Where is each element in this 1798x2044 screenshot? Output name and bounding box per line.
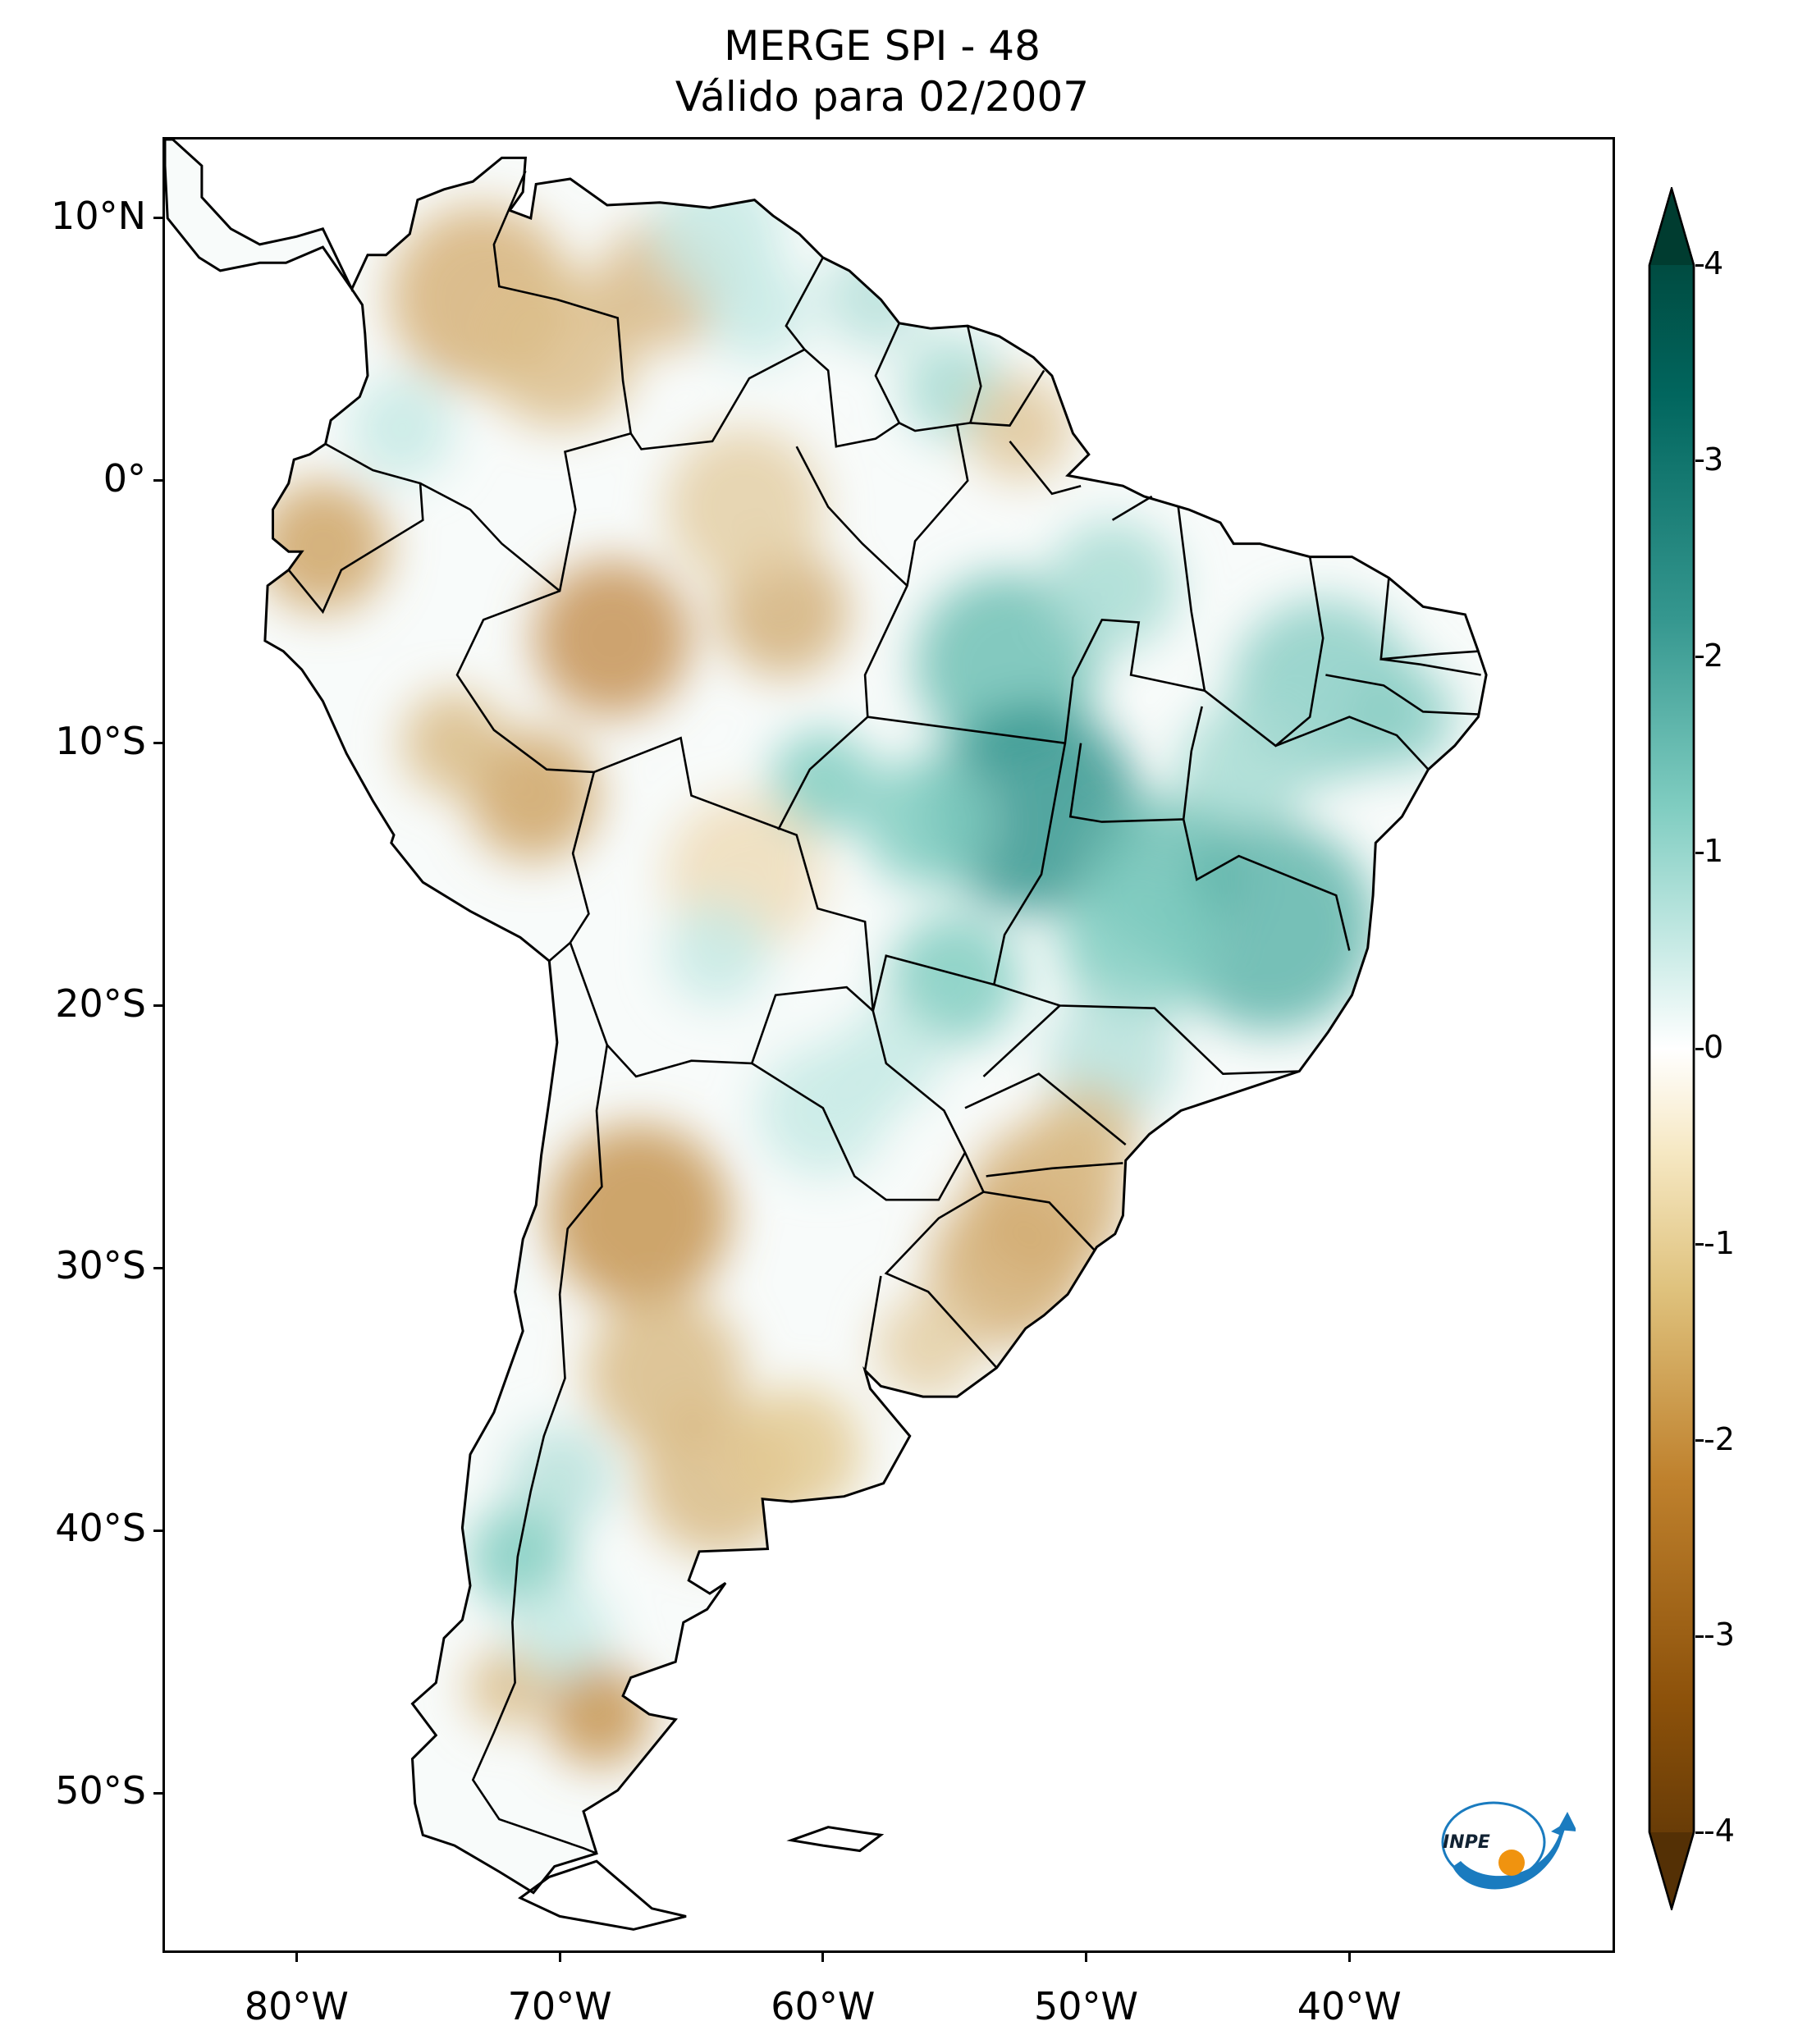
x-tick-mark	[1347, 1950, 1351, 1962]
y-tick-label: 20°S	[55, 981, 146, 1026]
y-tick-mark	[153, 1529, 165, 1532]
x-tick-label: 50°W	[1034, 1984, 1139, 2028]
y-tick-label: 50°S	[55, 1768, 146, 1813]
map-canvas	[165, 139, 1488, 1931]
x-tick-label: 80°W	[244, 1984, 349, 2028]
x-tick-label: 40°W	[1297, 1984, 1402, 2028]
y-tick-label: 30°S	[55, 1243, 146, 1288]
y-tick-label: 0°	[103, 455, 146, 501]
colorbar-tick-mark	[1695, 1831, 1704, 1834]
falkland-islands	[786, 1826, 885, 1853]
y-tick-mark	[153, 217, 165, 220]
colorbar	[1648, 187, 1695, 1910]
svg-text:INPE: INPE	[1443, 1832, 1490, 1853]
y-tick-label: 10°N	[51, 193, 146, 238]
x-tick-mark	[1085, 1950, 1088, 1962]
inpe-logo: INPE	[1441, 1801, 1576, 1890]
map-title: MERGE SPI - 48	[724, 22, 1041, 70]
colorbar-tick-mark	[1695, 1047, 1704, 1050]
y-tick-mark	[153, 479, 165, 482]
colorbar-tick-mark	[1695, 460, 1704, 463]
colorbar-tick-label: 4	[1704, 245, 1724, 281]
x-tick-mark	[821, 1950, 825, 1962]
x-tick-mark	[295, 1950, 298, 1962]
spi-field	[165, 139, 1487, 1893]
colorbar-tick-mark	[1695, 851, 1704, 854]
colorbar-tick-label: -3	[1704, 1616, 1735, 1653]
political-borders	[287, 170, 1481, 1854]
x-tick-label: 60°W	[771, 1984, 876, 2028]
colorbar-tick-label: -1	[1704, 1224, 1735, 1261]
colorbar-tick-label: 1	[1704, 833, 1724, 870]
tierra-del-fuego	[518, 1859, 687, 1931]
y-tick-mark	[153, 1791, 165, 1795]
colorbar-tick-label: -4	[1704, 1813, 1735, 1849]
colorbar-tick-label: -2	[1704, 1420, 1735, 1457]
colorbar-tick-mark	[1695, 656, 1704, 658]
colorbar-tick-mark	[1695, 263, 1704, 267]
y-tick-label: 40°S	[55, 1506, 146, 1551]
y-tick-mark	[153, 1004, 165, 1008]
colorbar-tick-label: 2	[1704, 637, 1724, 674]
colorbar-tick-mark	[1695, 1439, 1704, 1442]
map-subtitle: Válido para 02/2007	[675, 73, 1090, 121]
x-tick-mark	[558, 1950, 561, 1962]
colorbar-tick-label: 0	[1704, 1029, 1724, 1065]
y-tick-mark	[153, 742, 165, 745]
colorbar-tick-label: 3	[1704, 441, 1724, 478]
coastline	[165, 139, 1488, 1895]
y-tick-mark	[153, 1266, 165, 1269]
y-tick-label: 10°S	[55, 718, 146, 763]
x-tick-label: 70°W	[507, 1984, 612, 2028]
map-frame	[162, 137, 1615, 1953]
colorbar-tick-mark	[1695, 1243, 1704, 1246]
colorbar-tick-mark	[1695, 1635, 1704, 1638]
